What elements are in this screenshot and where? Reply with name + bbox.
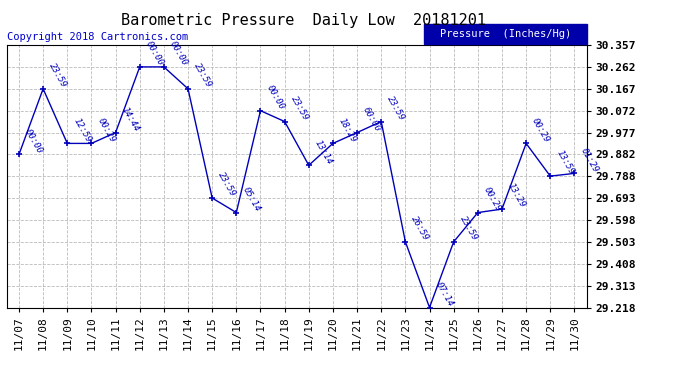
Text: 23:59: 23:59 <box>289 94 310 122</box>
Text: 13:14: 13:14 <box>313 138 334 166</box>
Text: 00:29: 00:29 <box>531 116 551 144</box>
Text: 00:00: 00:00 <box>144 40 165 68</box>
Text: 23:59: 23:59 <box>386 94 406 122</box>
Text: Pressure  (Inches/Hg): Pressure (Inches/Hg) <box>440 29 571 39</box>
Text: 05:14: 05:14 <box>241 185 262 213</box>
Text: 26:59: 26:59 <box>410 214 431 242</box>
Text: 00:00: 00:00 <box>265 84 286 111</box>
Bar <box>424 24 586 44</box>
Text: 23:59: 23:59 <box>458 214 479 242</box>
Text: 23:59: 23:59 <box>193 62 213 89</box>
Text: Barometric Pressure  Daily Low  20181201: Barometric Pressure Daily Low 20181201 <box>121 13 486 28</box>
Text: 07:14: 07:14 <box>434 280 455 308</box>
Text: 23:59: 23:59 <box>217 171 237 199</box>
Text: 00:29: 00:29 <box>482 185 503 213</box>
Text: 00:00: 00:00 <box>23 127 44 155</box>
Text: 13:29: 13:29 <box>506 182 527 210</box>
Text: 00:00: 00:00 <box>168 40 189 68</box>
Text: 23:59: 23:59 <box>48 62 68 89</box>
Text: 00:29: 00:29 <box>96 116 117 144</box>
Text: 13:59: 13:59 <box>555 149 575 177</box>
Text: 60:00: 60:00 <box>362 105 382 133</box>
Text: 01:29: 01:29 <box>579 146 600 174</box>
Text: 18:29: 18:29 <box>337 116 358 144</box>
Text: Copyright 2018 Cartronics.com: Copyright 2018 Cartronics.com <box>7 32 188 42</box>
Text: 14:44: 14:44 <box>120 105 141 133</box>
Text: 12:59: 12:59 <box>72 116 92 144</box>
